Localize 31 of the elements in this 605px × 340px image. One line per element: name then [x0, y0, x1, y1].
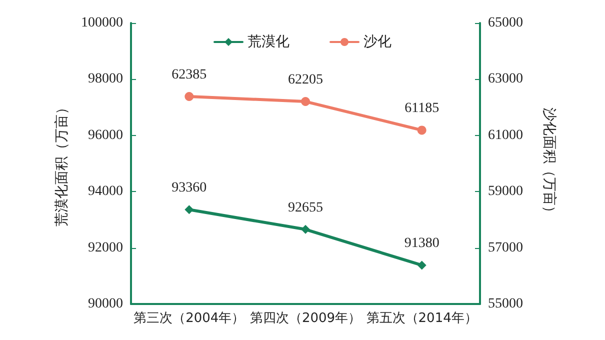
point: [417, 126, 426, 135]
point: [417, 260, 426, 270]
y-tick-label: 96000: [88, 128, 123, 143]
y2-tick-label: 61000: [488, 128, 523, 143]
y-tick-label: 94000: [88, 184, 123, 200]
legend-label: 沙化: [364, 34, 392, 50]
data-label: 62385: [172, 67, 207, 82]
y2-tick-label: 63000: [488, 72, 523, 87]
point: [301, 97, 310, 106]
data-label: 92655: [288, 200, 323, 216]
y2-tick-label: 55000: [488, 296, 523, 312]
y2-tick-label: 59000: [488, 184, 523, 200]
data-label: 62205: [288, 72, 323, 88]
y-tick-label: 98000: [88, 72, 123, 87]
data-label: 93360: [172, 180, 207, 196]
legend-label: 荒漠化: [248, 34, 290, 50]
y2-tick-label: 65000: [488, 16, 523, 30]
y-tick-label: 90000: [88, 296, 123, 312]
y-axis-title: 荒漠化面积（万亩）: [54, 100, 70, 226]
x-tick-label: 第五次（2014年）: [366, 311, 478, 326]
data-label: 61185: [404, 101, 440, 116]
data-label: 91380: [404, 236, 440, 252]
y-tick-label: 100000: [81, 16, 123, 30]
y-tick-label: 92000: [88, 240, 123, 256]
point: [184, 205, 194, 214]
point: [184, 92, 194, 101]
y2-axis-title: 沙化面积（万亩）: [541, 108, 557, 220]
y2-tick-label: 57000: [488, 240, 523, 256]
x-tick-label: 第三次（2004年）: [134, 311, 245, 326]
x-tick-label: 第四次（2009年）: [250, 311, 362, 326]
point: [301, 224, 310, 234]
